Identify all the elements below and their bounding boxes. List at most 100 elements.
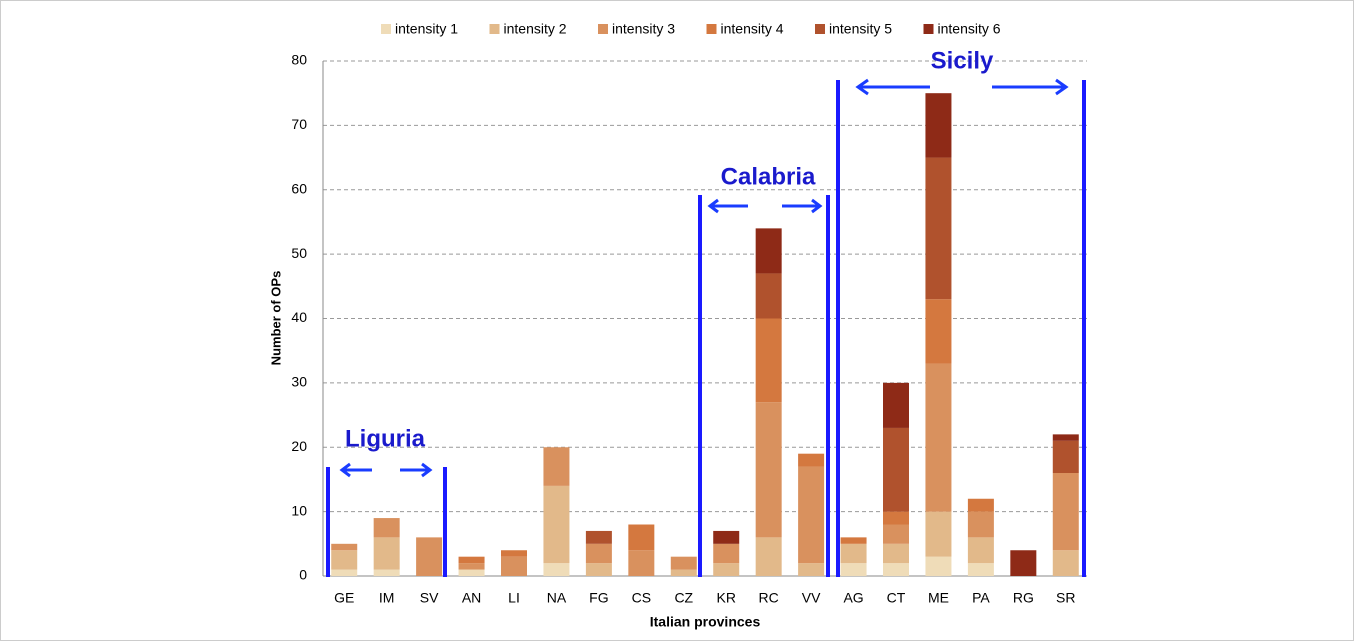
x-tick-label: VV	[802, 590, 821, 606]
bar-segment	[840, 563, 867, 576]
y-axis-label: Number of OPs	[268, 271, 283, 366]
bar-segment	[883, 524, 909, 544]
bar-segment	[1052, 434, 1079, 441]
legend-swatch	[815, 24, 825, 34]
x-tick-label: AG	[843, 590, 863, 606]
arrow	[339, 462, 433, 478]
bar-segment	[585, 543, 612, 564]
bar-segment	[585, 563, 612, 576]
x-tick-label: RG	[1013, 590, 1034, 606]
bar-segment	[755, 402, 782, 538]
bar-segment	[628, 550, 655, 576]
bar-segment	[373, 537, 400, 570]
bar-segment	[925, 511, 952, 557]
bar-segment	[883, 511, 909, 525]
bar-segment	[1052, 473, 1079, 551]
legend-label: intensity 6	[938, 21, 1001, 37]
bar-segment	[670, 556, 697, 570]
bar-segment	[416, 537, 443, 576]
bar-segment	[967, 537, 994, 564]
y-tick-label: 80	[291, 52, 307, 68]
y-tick-label: 40	[291, 309, 307, 325]
bar-segment	[713, 543, 740, 564]
y-tick-label: 70	[291, 116, 307, 132]
arrow	[855, 78, 1069, 96]
bar-segment	[628, 524, 655, 551]
bar-segment	[840, 543, 867, 564]
bar-segment	[458, 556, 485, 564]
x-tick-label: GE	[334, 590, 354, 606]
bar-segment	[798, 466, 825, 564]
x-tick-label: LI	[508, 590, 520, 606]
x-tick-label: AN	[462, 590, 481, 606]
bar-segment	[373, 569, 400, 576]
annotation: Sicily	[931, 47, 994, 74]
bar-segment	[543, 563, 570, 576]
x-tick-label: RC	[759, 590, 779, 606]
bar-segment	[925, 157, 952, 300]
bar-segment	[1052, 550, 1079, 576]
bar-segment	[1052, 440, 1079, 473]
y-tick-label: 10	[291, 502, 307, 518]
legend-swatch	[381, 24, 391, 34]
annotation: Liguria	[345, 425, 426, 452]
bar-segment	[670, 569, 697, 576]
bar-segment	[713, 563, 740, 576]
x-tick-label: PA	[972, 590, 990, 606]
bar-segment	[798, 453, 825, 467]
bar-segment	[501, 550, 527, 557]
bar-segment	[755, 228, 782, 274]
legend-swatch	[706, 24, 717, 34]
bar-segment	[458, 569, 485, 576]
legend-swatch	[598, 24, 608, 34]
bar-segment	[967, 498, 994, 512]
bar-segment	[501, 556, 527, 576]
y-tick-label: 30	[291, 374, 307, 390]
y-tick-label: 20	[291, 438, 307, 454]
x-tick-label: CS	[632, 590, 651, 606]
bar-segment	[883, 563, 909, 576]
bar-segment	[925, 299, 952, 364]
bar-segment	[798, 563, 825, 576]
bar-segment	[543, 485, 570, 564]
y-tick-label: 0	[299, 567, 307, 583]
legend-label: intensity 1	[395, 21, 458, 37]
bar-segment	[713, 530, 740, 544]
bar-segment	[458, 563, 485, 570]
legend-swatch	[923, 24, 934, 34]
y-tick-label: 60	[291, 180, 307, 196]
bar-segment	[967, 511, 994, 538]
bar-segment	[925, 363, 952, 512]
bar-segment	[967, 563, 994, 576]
bar-segment	[840, 537, 867, 544]
x-tick-label: ME	[928, 590, 949, 606]
legend-label: intensity 5	[829, 21, 892, 37]
bar-segment	[883, 543, 909, 564]
bar-segment	[543, 447, 570, 486]
x-tick-label: SR	[1056, 590, 1075, 606]
x-tick-label: NA	[547, 590, 567, 606]
bar-segment	[755, 318, 782, 403]
arrow	[707, 198, 823, 214]
bar-segment	[331, 569, 358, 576]
bar-segment	[1010, 550, 1037, 576]
legend-label: intensity 4	[721, 21, 784, 37]
x-tick-label: FG	[589, 590, 608, 606]
bar-segment	[883, 427, 909, 512]
x-tick-label: KR	[716, 590, 735, 606]
bar-segment	[755, 537, 782, 576]
x-tick-label: CT	[887, 590, 906, 606]
x-tick-label: CZ	[674, 590, 693, 606]
x-axis-label: Italian provinces	[650, 614, 761, 630]
bar-segment	[925, 93, 952, 158]
bar-segment	[883, 382, 909, 428]
bar-segment	[331, 550, 358, 570]
bar-segment	[373, 518, 400, 538]
legend-swatch	[489, 24, 500, 34]
legend-label: intensity 2	[504, 21, 567, 37]
bar-segment	[331, 543, 358, 551]
region-markers: Liguria Calabria Sicily	[326, 47, 1086, 577]
bar-segment	[585, 530, 612, 544]
